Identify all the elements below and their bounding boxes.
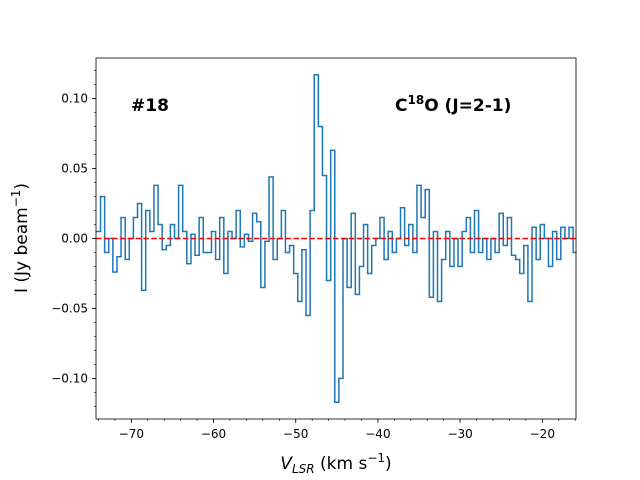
x-tick-label: −20: [530, 427, 555, 441]
x-tick-label: −50: [283, 427, 308, 441]
x-axis-label: VLSR (km s−1): [280, 451, 391, 476]
y-axis-label: I (Jy beam−1): [9, 183, 32, 293]
x-label-sup: −1: [367, 451, 385, 465]
x-tick-label: −30: [447, 427, 472, 441]
annotation-text: #18: [131, 96, 169, 116]
annotation-text: O (J=2-1): [424, 96, 511, 116]
y-tick-label: 0.00: [61, 232, 88, 246]
x-label-main: V: [280, 454, 293, 474]
y-tick-label: −0.10: [51, 371, 88, 385]
plot-frame: [95, 57, 577, 420]
x-label-text: (km s: [315, 454, 368, 474]
x-label-sub: LSR: [292, 462, 315, 476]
annotation-sup: 18: [407, 93, 424, 107]
y-tick-label: 0.10: [61, 92, 88, 106]
y-label-text: I (Jy beam: [12, 207, 32, 293]
y-tick-label: −0.05: [51, 301, 88, 315]
annotation: #18: [131, 96, 169, 116]
step-connectors: [99, 74, 574, 403]
y-label-sup: −1: [9, 190, 23, 208]
spectrum: [95, 74, 577, 403]
x-label-text: ): [385, 454, 392, 474]
y-tick-label: 0.05: [61, 162, 88, 176]
annotation: C18O (J=2-1): [395, 93, 511, 116]
x-tick-label: −40: [365, 427, 390, 441]
y-label-text: ): [12, 183, 32, 190]
x-tick-label: −70: [119, 427, 144, 441]
annotation-text: C: [395, 96, 407, 116]
x-tick-label: −60: [201, 427, 226, 441]
